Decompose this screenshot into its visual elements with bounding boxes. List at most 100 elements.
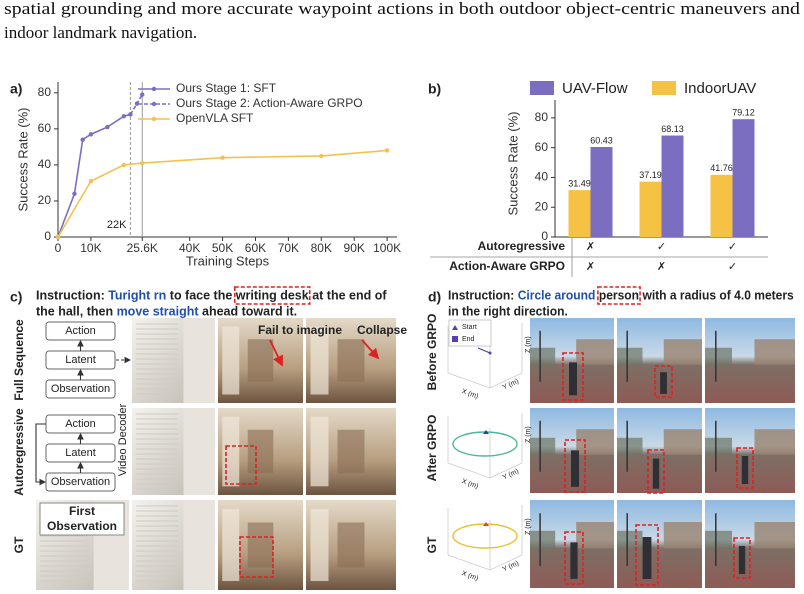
plot-frame	[447, 323, 523, 389]
image-detail	[530, 437, 556, 455]
x-tick-label: 40K	[179, 241, 200, 255]
image-detail	[754, 522, 795, 549]
diagram-label: Observation	[51, 476, 110, 488]
image-detail	[310, 509, 329, 581]
value-label: 68.13	[661, 124, 684, 134]
row-label: Full Sequence	[12, 319, 26, 401]
image-detail	[663, 522, 702, 549]
y-tick-label: 0	[541, 229, 548, 243]
data-point	[121, 162, 127, 168]
y-tick-label: 80	[535, 110, 549, 124]
image-caption: Observation	[47, 519, 117, 533]
axis-title: Z (m)	[525, 336, 532, 353]
legend-label: Ours Stage 2: Action-Aware GRPO	[176, 96, 363, 110]
legend-swatch	[530, 81, 554, 95]
instruction-text: the hall, then	[36, 304, 117, 318]
instruction-text: ahead toward it.	[199, 304, 298, 318]
image-caption: First	[69, 504, 95, 518]
image-detail	[754, 339, 795, 365]
highlight-box	[233, 286, 311, 305]
arrow	[269, 339, 283, 367]
image-detail	[337, 429, 365, 474]
image	[617, 408, 702, 493]
image	[132, 318, 215, 403]
y-axis-title: Success Rate (%)	[505, 111, 520, 215]
body-text: spatial grounding and more accurate wayp…	[4, 0, 801, 18]
highlight-box	[562, 352, 584, 401]
x-tick-label: 50K	[212, 241, 233, 255]
image	[705, 318, 795, 403]
image-detail	[530, 530, 556, 549]
value-label: 31.49	[568, 178, 591, 188]
image-detail	[247, 522, 274, 568]
body-text: indoor landmark navigation.	[4, 23, 197, 42]
instruction-text: to face the	[166, 288, 235, 302]
instruction-text: in the right direction.	[448, 304, 568, 318]
instruction-line: in the right direction.	[448, 304, 568, 318]
image-detail	[705, 347, 732, 365]
instruction-line: the hall, then move straight ahead towar…	[36, 304, 297, 318]
label-box	[39, 502, 125, 536]
axis-title: Z (m)	[525, 518, 532, 535]
instruction-line: Instruction: Circle around person with a…	[448, 286, 794, 305]
data-point	[319, 153, 324, 159]
person	[569, 362, 577, 396]
x-tick-label: 90K	[344, 241, 365, 255]
instruction-text: Instruction:	[448, 288, 518, 302]
legend-marker	[151, 116, 157, 122]
highlight-box	[647, 449, 665, 494]
bar	[639, 181, 662, 237]
x-tick-label: 80K	[311, 241, 332, 255]
image-detail	[183, 318, 215, 403]
y-tick-label: 20	[535, 199, 549, 213]
panel-label: c)	[10, 289, 22, 305]
panel-label: b)	[428, 81, 441, 97]
x-tick-label: 10K	[80, 241, 101, 255]
y-tick-label: 40	[38, 157, 52, 171]
legend-marker	[151, 86, 157, 92]
image-detail	[576, 339, 614, 365]
legend-label: UAV-Flow	[562, 80, 628, 97]
image	[218, 500, 303, 590]
instruction-text: at the end of	[309, 288, 388, 302]
y-tick-label: 20	[38, 193, 52, 207]
diagram-label: Action	[65, 325, 96, 337]
value-label: 37.19	[639, 170, 662, 180]
table-cell: ✗	[657, 260, 666, 273]
highlight-box	[654, 365, 673, 398]
data-point	[128, 112, 133, 117]
table-cell: ✗	[586, 260, 595, 273]
y-tick-label: 40	[535, 170, 549, 184]
image	[617, 500, 702, 588]
trajectory-plot: X (m) Y (m) Z (m)	[447, 505, 532, 582]
trajectory	[452, 523, 518, 549]
image-detail	[310, 416, 329, 487]
instruction-text: move straight	[117, 304, 200, 318]
table-row-label: Action-Aware GRPO	[449, 259, 565, 273]
table-cell: ✓	[728, 260, 737, 273]
axis-title: X (m)	[461, 570, 479, 582]
highlight-box	[733, 537, 751, 579]
image-detail	[754, 429, 795, 455]
data-point	[140, 160, 145, 166]
image	[705, 408, 795, 493]
trajectory-end	[488, 351, 492, 355]
x-tick-label: 70K	[278, 241, 299, 255]
person	[570, 542, 578, 579]
data-point	[140, 92, 145, 97]
row-label: Before GRPO	[425, 314, 439, 391]
trajectory-plot: X (m) Y (m) Z (m)	[447, 413, 532, 490]
value-label: 41.76	[710, 163, 733, 173]
image	[218, 408, 303, 495]
image-detail	[705, 530, 732, 549]
panel-label: d)	[428, 289, 441, 305]
table-cell: ✓	[728, 240, 737, 253]
instruction-text: with a radius of 4.0 meters	[639, 288, 794, 302]
image-detail	[247, 339, 274, 382]
panel-label: a)	[10, 81, 22, 97]
image-detail	[617, 347, 643, 365]
data-point	[384, 148, 390, 153]
image	[617, 318, 702, 403]
legend-label: End	[462, 336, 475, 343]
y-tick-label: 60	[535, 140, 549, 154]
